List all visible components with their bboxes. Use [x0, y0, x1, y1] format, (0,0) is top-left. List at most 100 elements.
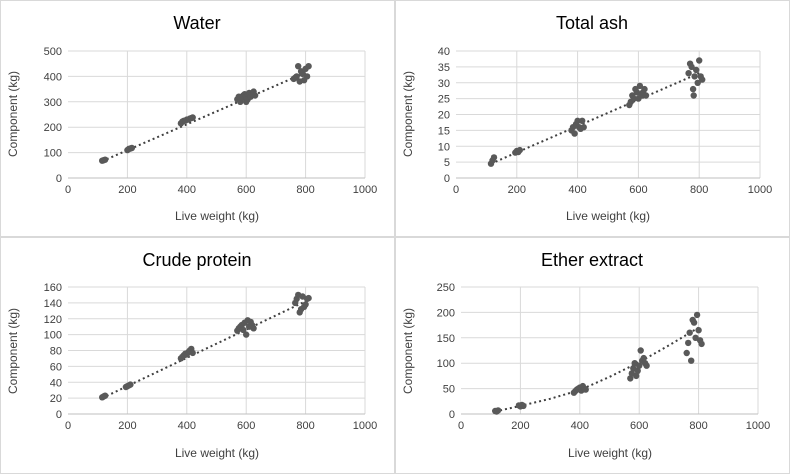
trendline — [494, 326, 700, 413]
data-point — [490, 154, 498, 161]
gridlines — [68, 286, 366, 415]
chart-title: Water — [173, 13, 220, 33]
x-tick-label: 1000 — [746, 420, 770, 432]
data-point — [574, 117, 581, 125]
data-point — [250, 325, 257, 332]
data-points — [99, 291, 312, 401]
y-tick-label: 0 — [56, 173, 62, 185]
data-point — [698, 340, 705, 348]
gridlines — [68, 50, 366, 179]
data-point — [633, 89, 641, 96]
data-point — [637, 347, 644, 354]
data-point — [127, 381, 134, 388]
data-point — [303, 73, 311, 80]
chart-title: Ether extract — [541, 250, 643, 270]
x-tick-label: 600 — [237, 420, 255, 432]
x-tick-label: 800 — [689, 420, 707, 432]
data-point — [642, 92, 650, 99]
x-tick-label: 800 — [690, 184, 708, 196]
data-point — [633, 372, 640, 380]
y-axis-label: Component (kg) — [6, 71, 20, 157]
y-tick-label: 20 — [438, 110, 450, 122]
y-tick-label: 200 — [44, 122, 62, 134]
data-point — [630, 95, 637, 102]
data-point — [627, 375, 634, 382]
y-tick-label: 250 — [437, 282, 455, 294]
chart-crude-protein: Crude protein Live weight (kg) Component… — [0, 237, 395, 474]
data-point — [693, 66, 700, 74]
x-tick-label: 400 — [571, 420, 589, 432]
y-tick-label: 100 — [44, 330, 62, 342]
trendline — [101, 71, 306, 163]
data-point — [640, 354, 647, 362]
data-point — [302, 301, 309, 308]
data-point — [251, 92, 259, 99]
data-point — [643, 362, 650, 369]
y-tick-label: 100 — [437, 358, 455, 370]
x-tick-label: 600 — [237, 184, 255, 196]
chart-title: Total ash — [556, 13, 628, 33]
x-tick-label: 600 — [630, 420, 648, 432]
tick-labels: 0 200 400 600 800 1000 0 5 10 15 20 25 30 35 40 — [438, 46, 772, 196]
data-point — [516, 146, 523, 154]
chart-water: Water Live weight (kg) Component (kg) 0 2… — [0, 0, 395, 237]
y-tick-label: 60 — [50, 361, 62, 373]
chart-ether-extract: Ether extract Live weight (kg) Component… — [395, 237, 790, 474]
data-point — [101, 392, 109, 399]
data-point — [689, 85, 697, 93]
y-tick-label: 0 — [444, 173, 450, 185]
data-point — [305, 62, 312, 70]
x-tick-label: 400 — [178, 184, 196, 196]
chart-total-ash: Total ash Live weight (kg) Component (kg… — [395, 0, 790, 237]
panel-border — [0, 0, 395, 237]
y-tick-label: 500 — [44, 46, 62, 58]
data-point — [295, 62, 302, 70]
data-point — [688, 63, 695, 71]
y-axis-label: Component (kg) — [6, 308, 20, 394]
data-point — [695, 327, 702, 334]
data-point — [636, 362, 643, 369]
data-point — [189, 114, 196, 121]
data-point — [699, 76, 706, 83]
panel-border — [395, 237, 790, 474]
y-tick-label: 25 — [438, 94, 450, 106]
x-tick-label: 200 — [511, 420, 529, 432]
data-point — [101, 156, 109, 163]
x-tick-label: 1000 — [353, 420, 377, 432]
y-tick-label: 140 — [44, 298, 62, 310]
data-point — [240, 326, 247, 334]
y-tick-label: 5 — [444, 157, 450, 169]
data-point — [189, 349, 196, 357]
y-tick-label: 20 — [50, 393, 62, 405]
data-point — [580, 124, 587, 131]
y-tick-label: 120 — [44, 314, 62, 326]
data-point — [685, 70, 692, 77]
x-tick-label: 1000 — [748, 184, 772, 196]
data-point — [690, 92, 697, 99]
y-tick-label: 30 — [438, 78, 450, 90]
x-axis-label: Live weight (kg) — [175, 446, 259, 460]
chart-title: Crude protein — [142, 250, 251, 270]
data-point — [691, 73, 698, 80]
x-tick-label: 0 — [65, 184, 71, 196]
y-tick-label: 50 — [443, 384, 455, 396]
x-tick-label: 0 — [65, 420, 71, 432]
data-point — [520, 402, 527, 410]
data-point — [636, 82, 644, 90]
data-point — [243, 331, 250, 338]
y-tick-label: 0 — [56, 409, 62, 421]
tick-labels: 0 200 400 600 800 1000 0 100 200 300 400 500 — [44, 46, 378, 196]
y-tick-label: 160 — [44, 282, 62, 294]
x-tick-label: 400 — [178, 420, 196, 432]
x-tick-label: 0 — [458, 420, 464, 432]
data-point — [694, 79, 701, 87]
data-point — [688, 357, 695, 364]
data-point — [128, 144, 136, 152]
data-point — [579, 117, 586, 125]
x-tick-label: 400 — [568, 184, 586, 196]
y-tick-label: 400 — [44, 71, 62, 83]
y-axis-label: Component (kg) — [401, 308, 415, 394]
data-point — [690, 319, 698, 326]
x-tick-label: 0 — [453, 184, 459, 196]
